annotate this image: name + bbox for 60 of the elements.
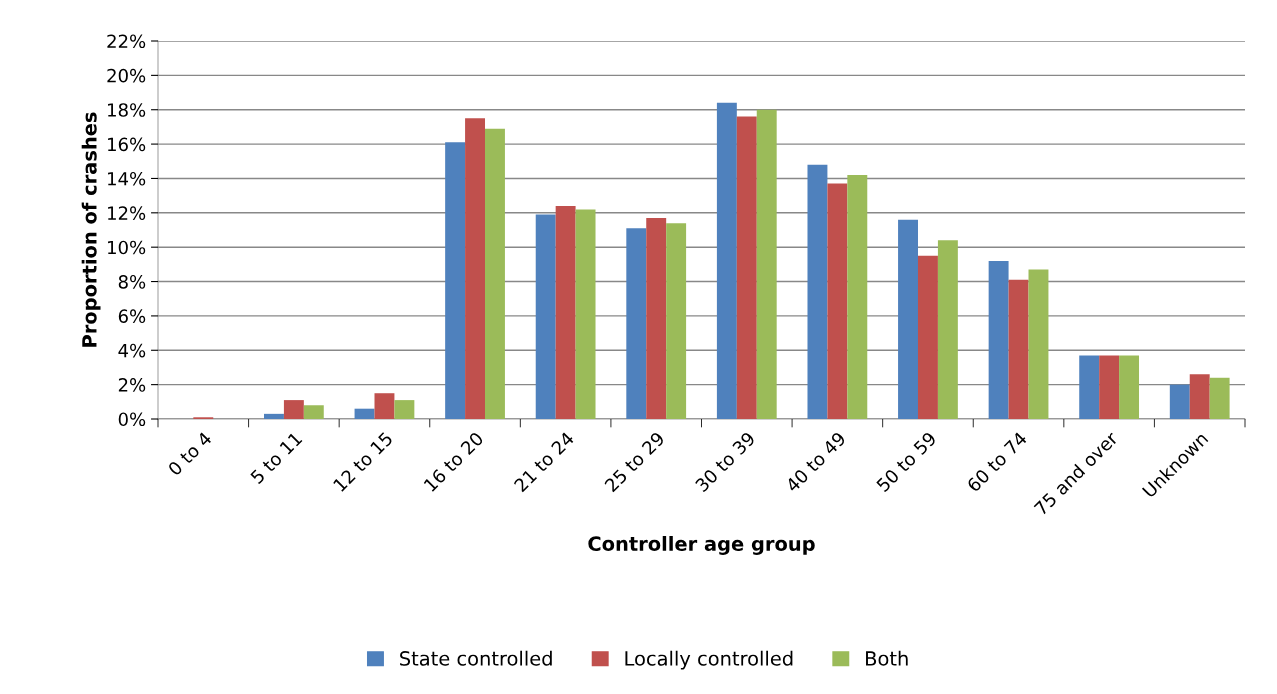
- bar: [1209, 377, 1230, 419]
- bar: [303, 405, 324, 419]
- y-tick-label: 0%: [118, 412, 146, 427]
- bar: [1189, 374, 1210, 419]
- bar: [1099, 355, 1120, 419]
- bar: [847, 175, 868, 419]
- bar: [1119, 355, 1140, 419]
- bar: [445, 142, 466, 419]
- bar: [1169, 384, 1190, 419]
- y-tick-label: 8%: [118, 275, 146, 289]
- bar: [354, 408, 375, 419]
- x-tick-label: 12 to 15: [332, 431, 394, 493]
- bar: [263, 413, 284, 419]
- x-axis-title: Controller age group: [588, 535, 815, 555]
- legend-label: Locally controlled: [625, 650, 793, 670]
- bar: [535, 214, 556, 419]
- y-tick-label: 20%: [107, 68, 146, 83]
- bar: [626, 228, 647, 419]
- bar: [666, 223, 687, 419]
- bar: [736, 116, 757, 419]
- x-tick-label: 60 to 74: [966, 431, 1028, 493]
- y-tick-label: 10%: [108, 240, 146, 255]
- bar: [1079, 355, 1100, 419]
- bar: [1008, 279, 1029, 419]
- bar: [937, 240, 958, 419]
- y-tick-label: 22%: [107, 34, 146, 49]
- bar: [465, 118, 486, 419]
- bar: [646, 217, 667, 419]
- bar: [575, 209, 596, 419]
- bar: [283, 400, 304, 419]
- bar: [555, 205, 576, 419]
- y-tick-label: 14%: [108, 171, 146, 186]
- legend-label: State controlled: [400, 650, 552, 666]
- bar: [988, 260, 1009, 419]
- bar: [374, 393, 395, 419]
- x-tick-label: 0 to 4: [167, 431, 213, 477]
- x-tick-label: 40 to 49: [784, 431, 847, 493]
- x-tick-label: 21 to 24: [513, 431, 575, 493]
- bar: [1028, 269, 1049, 419]
- bar: [485, 128, 505, 419]
- x-tick-label: 50 to 59: [875, 431, 937, 493]
- y-tick-label: 12%: [108, 206, 146, 220]
- bar: [807, 164, 828, 419]
- y-axis-title: Proportion of crashes: [81, 112, 101, 347]
- x-tick-label: 30 to 39: [694, 431, 756, 493]
- bar: [756, 109, 777, 419]
- bar: [917, 255, 938, 419]
- y-tick-label: 6%: [118, 309, 146, 324]
- legend-label: Both: [866, 650, 908, 666]
- x-tick-label: 16 to 20: [423, 431, 485, 493]
- y-tick-label: 4%: [118, 343, 146, 358]
- bar: [716, 102, 737, 419]
- x-tick-label: 25 to 29: [603, 431, 666, 493]
- y-tick-label: 2%: [118, 378, 146, 392]
- x-tick-label: 5 to 11: [249, 431, 303, 485]
- bar: [394, 400, 415, 419]
- bar: [827, 183, 848, 419]
- y-tick-label: 16%: [108, 137, 146, 152]
- bar: [898, 219, 918, 419]
- y-tick-label: 18%: [108, 103, 146, 117]
